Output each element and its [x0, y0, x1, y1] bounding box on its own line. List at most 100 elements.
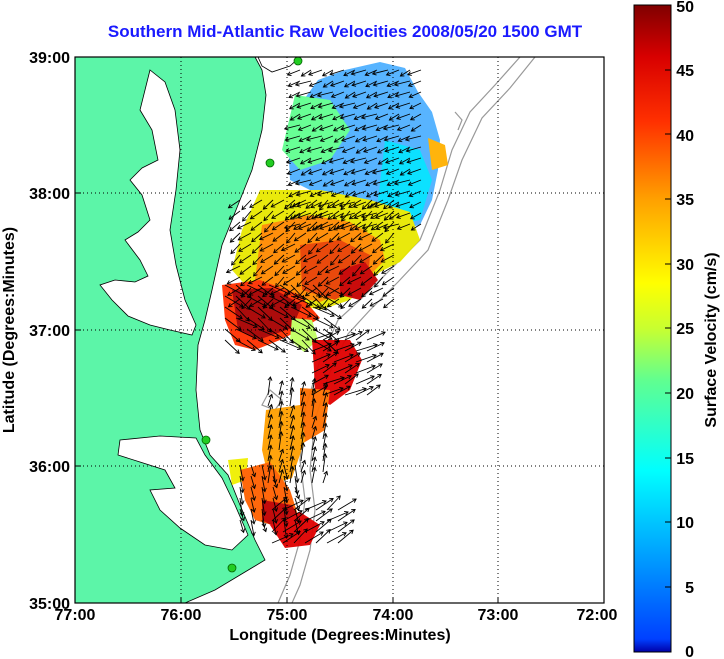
velocity-arrowhead — [322, 83, 328, 88]
velocity-arrowhead — [251, 472, 257, 478]
velocity-arrow — [272, 475, 278, 488]
velocity-arrowhead — [262, 527, 268, 533]
velocity-arrowhead — [386, 181, 392, 187]
velocity-arrowhead — [323, 402, 328, 407]
velocity-arrow — [376, 135, 389, 142]
velocity-arrow — [323, 179, 334, 187]
velocity-arrowhead — [298, 510, 303, 515]
velocity-arrow — [261, 519, 267, 532]
velocity-arrow — [257, 284, 275, 298]
velocity-arrowhead — [286, 71, 292, 77]
velocity-arrowhead — [378, 363, 383, 368]
velocity-arrowhead — [295, 92, 301, 98]
velocity-arrow — [239, 508, 245, 521]
velocity-arrow — [239, 265, 252, 275]
velocity-arrowhead — [227, 302, 233, 308]
velocity-arrowhead — [322, 182, 328, 187]
velocity-arrow — [272, 221, 285, 231]
colorbar-tick-label: 30 — [676, 257, 694, 274]
velocity-arrow — [296, 276, 307, 287]
velocity-arrowhead — [361, 292, 366, 298]
velocity-arrowhead — [303, 528, 308, 534]
velocity-arrow — [406, 146, 422, 152]
velocity-arrowhead — [297, 214, 302, 219]
velocity-arrowhead — [363, 148, 368, 153]
velocity-arrowhead — [297, 126, 303, 132]
velocity-arrow — [348, 287, 362, 296]
velocity-arrow — [231, 254, 241, 266]
velocity-arrow — [323, 284, 344, 296]
velocity-arrowhead — [227, 291, 232, 296]
velocity-arrowhead — [301, 391, 306, 396]
velocity-arrowhead — [301, 469, 307, 475]
colorbar-ticks — [665, 4, 671, 653]
velocity-arrowhead — [236, 224, 242, 230]
velocity-arrow — [250, 221, 263, 231]
velocity-arrowhead — [321, 510, 326, 515]
velocity-arrow — [250, 497, 255, 513]
velocity-arrow — [300, 460, 306, 473]
velocity-arrow — [356, 146, 367, 154]
velocity-arrowhead — [365, 82, 371, 88]
velocity-arrow — [326, 532, 347, 544]
velocity-arrow — [365, 69, 378, 76]
velocity-arrowhead — [273, 495, 279, 501]
x-tick-label: 76:00 — [161, 607, 202, 624]
velocity-arrowhead — [343, 182, 349, 187]
velocity-arrowhead — [360, 281, 366, 286]
velocity-arrow — [312, 124, 323, 132]
velocity-arrowhead — [289, 465, 295, 471]
velocity-arrow — [311, 212, 323, 220]
velocity-arrow — [317, 91, 334, 97]
velocity-arrow — [366, 190, 378, 198]
velocity-arrow — [292, 199, 307, 207]
velocity-arrowhead — [322, 453, 328, 458]
velocity-arrowhead — [353, 115, 359, 121]
velocity-arrowhead — [311, 466, 317, 472]
velocity-arrowhead — [279, 458, 285, 464]
velocity-arrowhead — [343, 170, 349, 176]
velocity-arrow — [352, 265, 362, 277]
velocity-arrow — [322, 453, 326, 473]
velocity-arrow — [301, 295, 320, 308]
x-tick-label: 74:00 — [373, 607, 414, 624]
velocity-arrowhead — [262, 475, 267, 481]
velocity-arrowhead — [253, 271, 258, 277]
velocity-arrow — [249, 287, 263, 296]
velocity-arrowhead — [385, 159, 390, 164]
velocity-arrowhead — [278, 400, 284, 406]
velocity-arrow — [286, 157, 301, 164]
velocity-arrow — [272, 464, 276, 484]
velocity-arrow — [333, 333, 356, 341]
velocity-arrowhead — [373, 343, 378, 348]
velocity-arrowhead — [290, 445, 295, 451]
velocity-arrowhead — [296, 531, 301, 536]
velocity-arrowhead — [247, 279, 253, 285]
velocity-arrow — [361, 212, 378, 218]
velocity-arrow — [267, 414, 272, 429]
velocity-arrow — [272, 508, 277, 524]
velocity-arrowhead — [396, 115, 401, 120]
velocity-arrowhead — [283, 292, 289, 297]
velocity-arrow — [281, 243, 296, 251]
velocity-arrowhead — [315, 236, 320, 241]
velocity-arrowhead — [308, 181, 314, 187]
velocity-arrowhead — [307, 313, 312, 318]
velocity-arrow — [278, 469, 283, 484]
velocity-arrow — [300, 381, 305, 396]
velocity-arrow — [304, 531, 324, 544]
velocity-arrow — [293, 518, 309, 533]
velocity-arrow — [300, 391, 305, 407]
velocity-arrowhead — [322, 442, 328, 448]
velocity-arrowhead — [319, 205, 324, 211]
velocity-arrow — [387, 179, 400, 186]
velocity-arrow — [400, 69, 411, 77]
velocity-arrow — [345, 91, 356, 99]
velocity-arrow — [410, 113, 422, 121]
velocity-arrowhead — [240, 281, 245, 287]
velocity-arrow — [348, 199, 362, 208]
velocity-arrow — [395, 91, 411, 97]
velocity-arrowhead — [288, 204, 294, 209]
velocity-arrow — [398, 135, 411, 142]
velocity-arrowhead — [238, 247, 243, 252]
